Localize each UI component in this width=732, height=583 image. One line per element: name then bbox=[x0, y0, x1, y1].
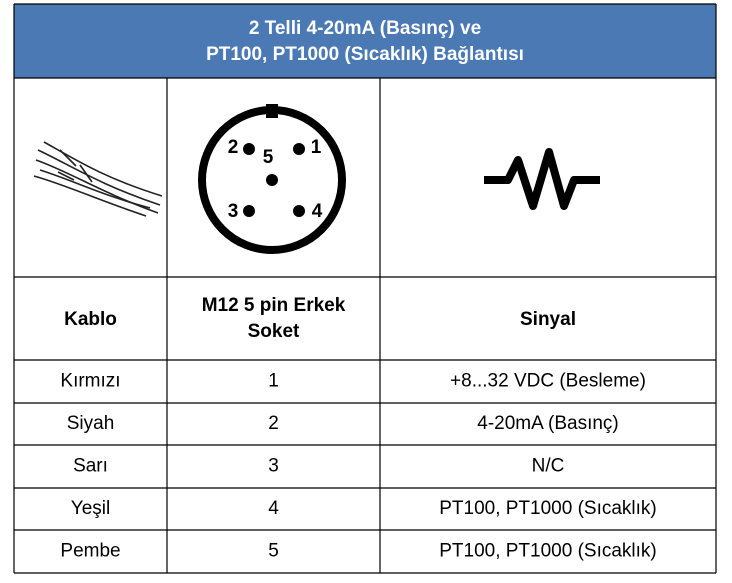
table-cell: Sarı bbox=[73, 456, 108, 477]
resistor-icon bbox=[484, 152, 600, 206]
table-cell: 5 bbox=[268, 541, 279, 562]
pin-label: 5 bbox=[263, 147, 274, 168]
pin-label: 1 bbox=[311, 137, 322, 158]
table-cell: Yeşil bbox=[71, 498, 110, 519]
column-header: Kablo bbox=[64, 309, 117, 330]
connection-table: 2 Telli 4-20mA (Basınç) ve PT100, PT1000 … bbox=[0, 0, 732, 583]
table-cell: PT100, PT1000 (Sıcaklık) bbox=[439, 498, 657, 519]
table-cell: +8...32 VDC (Besleme) bbox=[450, 371, 646, 392]
column-header: Sinyal bbox=[520, 309, 576, 330]
table-cell: 3 bbox=[268, 456, 279, 477]
table-text: 2 Telli 4-20mA (Basınç) ve PT100, PT1000 … bbox=[60, 18, 656, 562]
table-cell: Kırmızı bbox=[60, 371, 120, 392]
pin-label: 2 bbox=[228, 137, 239, 158]
title-line: 2 Telli 4-20mA (Basınç) ve bbox=[249, 18, 481, 39]
table-cell: 4 bbox=[268, 498, 279, 519]
page: {"header": {"title_lines": ["2 Telli 4-2… bbox=[0, 0, 732, 583]
table-cell: N/C bbox=[532, 456, 565, 477]
table-cell: Pembe bbox=[60, 541, 120, 562]
cable-icon bbox=[34, 142, 162, 216]
table-cell: 2 bbox=[268, 413, 279, 434]
pin-label: 4 bbox=[312, 201, 323, 222]
table-cell: PT100, PT1000 (Sıcaklık) bbox=[439, 541, 657, 562]
table-cell: Siyah bbox=[67, 413, 115, 434]
table-grid bbox=[14, 4, 716, 573]
table-cell: 1 bbox=[268, 371, 279, 392]
connector-icon bbox=[202, 104, 342, 250]
pin-label: 3 bbox=[228, 201, 239, 222]
title-line: PT100, PT1000 (Sıcaklık) Bağlantısı bbox=[206, 44, 524, 65]
title-band bbox=[14, 4, 716, 78]
table-cell: 4-20mA (Basınç) bbox=[477, 413, 619, 434]
